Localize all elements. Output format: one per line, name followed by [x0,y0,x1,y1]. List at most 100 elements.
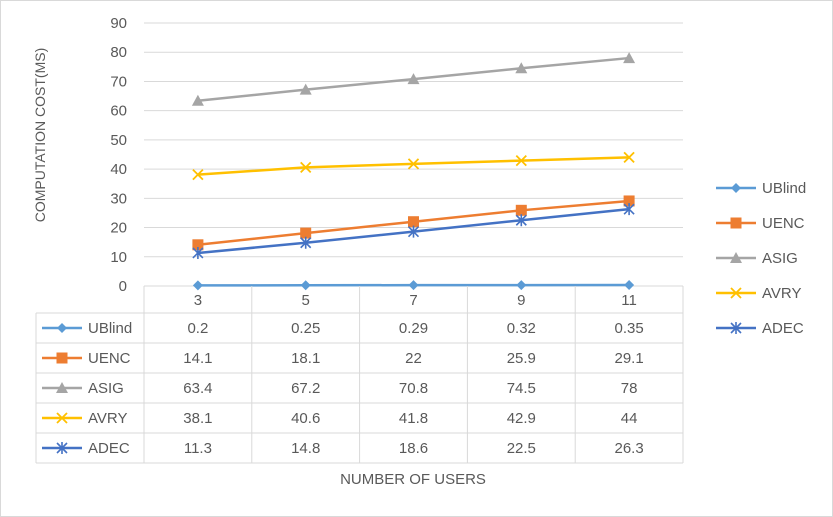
y-tick-label: 50 [110,132,127,149]
data-point [730,217,742,229]
data-point [730,287,742,299]
data-point [624,279,635,290]
data-point [408,216,419,228]
legend-item-adec: ADEC [716,320,804,337]
legend-item-ublind: UBlind [716,180,806,197]
legend-item-asig: ASIG [716,250,798,267]
data-point [192,169,204,181]
data-point [623,52,636,64]
table-cell: 44 [621,410,638,427]
table-legend-key [42,412,82,424]
legend-label: ASIG [762,250,798,267]
table-cell: 29.1 [614,350,643,367]
y-tick-label: 60 [110,103,127,120]
series-adec [192,203,635,259]
y-tick-label: 90 [110,15,127,32]
data-point [407,158,420,170]
table-cell: 14.1 [183,350,212,367]
x-tick-label: 9 [517,292,525,309]
x-axis-title: NUMBER OF USERS [340,471,486,488]
x-tick-label: 5 [302,292,310,309]
legend: UBlind UENC ASIG AVRY ADEC [716,180,806,337]
table-legend-key [42,442,82,454]
data-point [192,246,204,259]
table-cell: 38.1 [183,410,212,427]
data-point [407,73,420,85]
table-row-label: UBlind [88,320,132,337]
table-legend-key [42,323,82,333]
y-axis-title: COMPUTATION COST(MS) [32,48,48,222]
data-table: 3 5 7 9 11 UBlind 0.2 0.25 0.29 0.32 0.35 UENC 14.1 1… [35,286,684,464]
table-cell: 26.3 [614,440,643,457]
data-point [730,322,742,334]
data-point [623,195,635,207]
data-point [515,204,527,216]
y-tick-label: 80 [110,44,127,61]
data-point [515,62,528,74]
y-tick-label: 20 [110,220,127,237]
data-point [56,442,68,454]
legend-label: UBlind [762,180,806,197]
legend-label: UENC [762,215,805,232]
data-point [300,280,311,291]
data-point [191,94,204,106]
y-tick-label: 10 [110,249,127,266]
data-point [192,239,204,251]
series-line [197,156,630,176]
y-tick-label: 0 [119,278,127,295]
data-point [408,280,419,291]
legend-label: AVRY [762,285,801,302]
data-point [56,412,68,424]
plot-series [191,52,636,291]
data-point [515,155,527,167]
table-cell: 0.29 [399,320,428,337]
series-avry [192,151,635,181]
table-cell: 67.2 [291,380,320,397]
y-tick-labels: 0 10 20 30 40 50 60 70 80 90 [110,15,127,295]
data-point [300,161,312,173]
table-legend-key [42,352,82,364]
y-tick-label: 30 [110,190,127,207]
y-tick-label: 70 [110,73,127,90]
table-cell: 0.35 [614,320,643,337]
data-point [623,151,635,164]
table-cell: 0.32 [507,320,536,337]
table-row-label: AVRY [88,410,127,427]
table-cell: 18.6 [399,440,428,457]
table-cell: 0.2 [187,320,208,337]
data-point [515,214,527,227]
series-uenc [192,195,635,251]
legend-item-uenc: UENC [716,215,805,232]
table-cell: 42.9 [507,410,536,427]
data-point [407,225,420,238]
gridlines [144,22,683,287]
table-cell: 63.4 [183,380,212,397]
table-cell: 40.6 [291,410,320,427]
data-point [730,252,742,263]
table-cell: 0.25 [291,320,320,337]
legend-item-avry: AVRY [716,285,801,302]
x-tick-label: 7 [409,292,417,309]
table-cell: 25.9 [507,350,536,367]
table-cell: 74.5 [507,380,536,397]
data-point [56,352,68,364]
data-point [56,382,68,393]
table-cell: 70.8 [399,380,428,397]
data-point [300,236,312,249]
x-tick-label: 11 [621,292,637,309]
y-tick-label: 40 [110,161,127,178]
table-cell: 14.8 [291,440,320,457]
data-point [192,280,203,291]
series-asig [191,52,636,106]
data-point [57,323,67,333]
series-ublind [192,279,635,291]
table-cell: 22 [405,350,422,367]
table-legend-key [42,382,82,393]
x-tick-label: 3 [194,292,202,309]
table-cell: 78 [621,380,638,397]
legend-label: ADEC [762,320,804,337]
table-row-label: UENC [88,350,131,367]
data-point [300,227,312,239]
